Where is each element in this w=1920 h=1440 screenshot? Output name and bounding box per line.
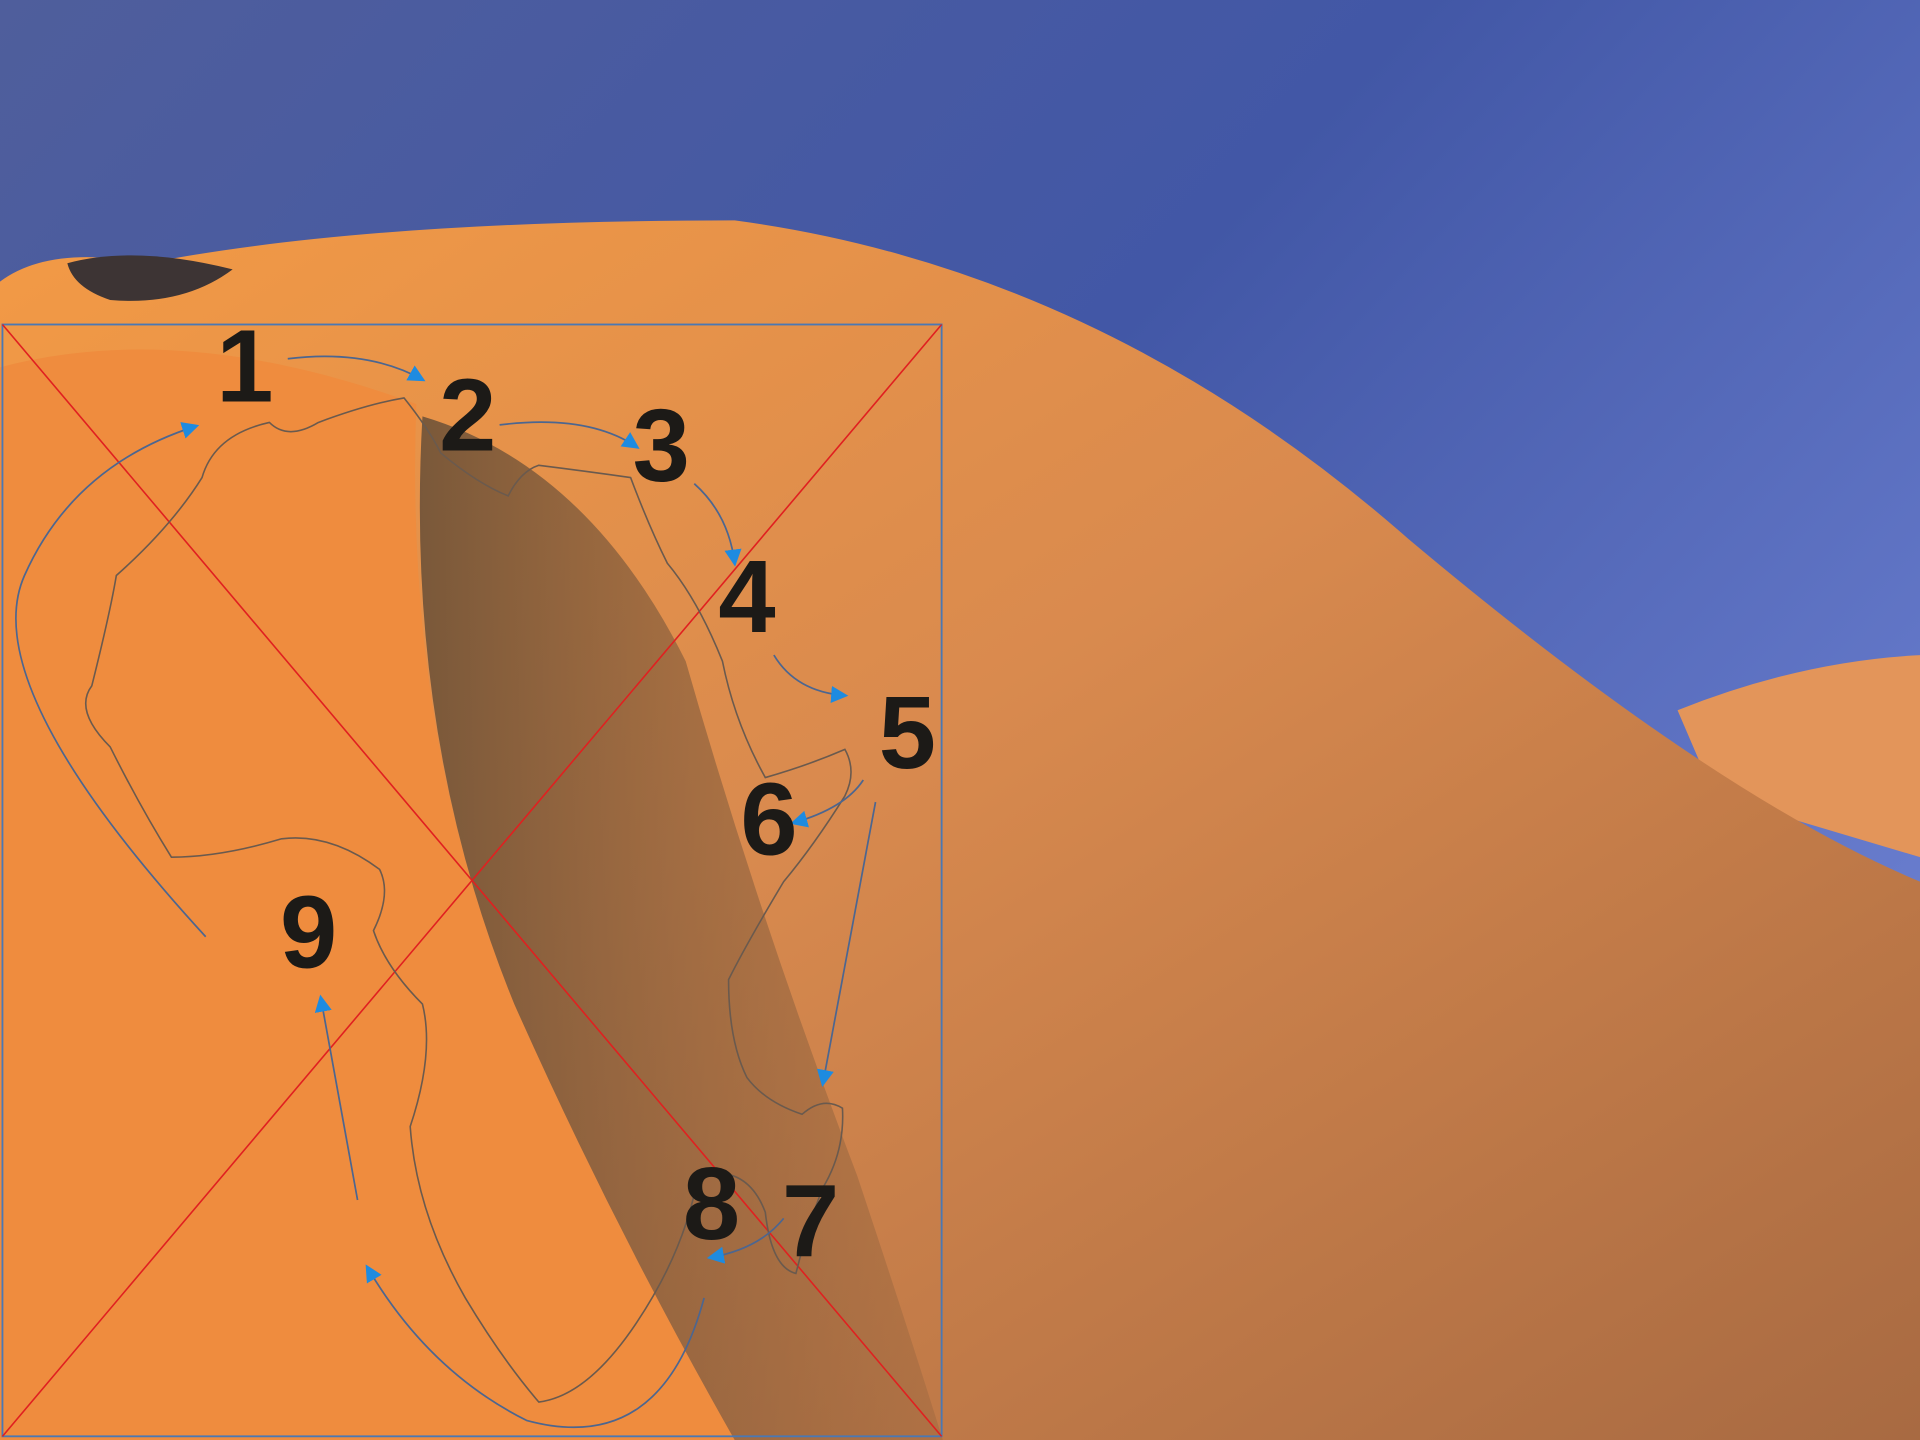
step-number: 4 (718, 539, 775, 654)
step-number: 7 (782, 1163, 839, 1278)
step-number: 1 (216, 309, 273, 424)
step-number: 9 (280, 874, 337, 989)
step-number: 5 (879, 675, 936, 790)
step-number: 8 (683, 1146, 740, 1261)
step-number: 3 (633, 388, 690, 503)
step-number: 6 (740, 762, 797, 877)
step-number: 2 (439, 358, 496, 473)
slide: 1 2 3 4 5 6 7 8 9 (0, 0, 1920, 1440)
page: 1 2 3 4 5 6 7 8 9 {"labels": ["1", "2", … (0, 0, 1920, 1440)
